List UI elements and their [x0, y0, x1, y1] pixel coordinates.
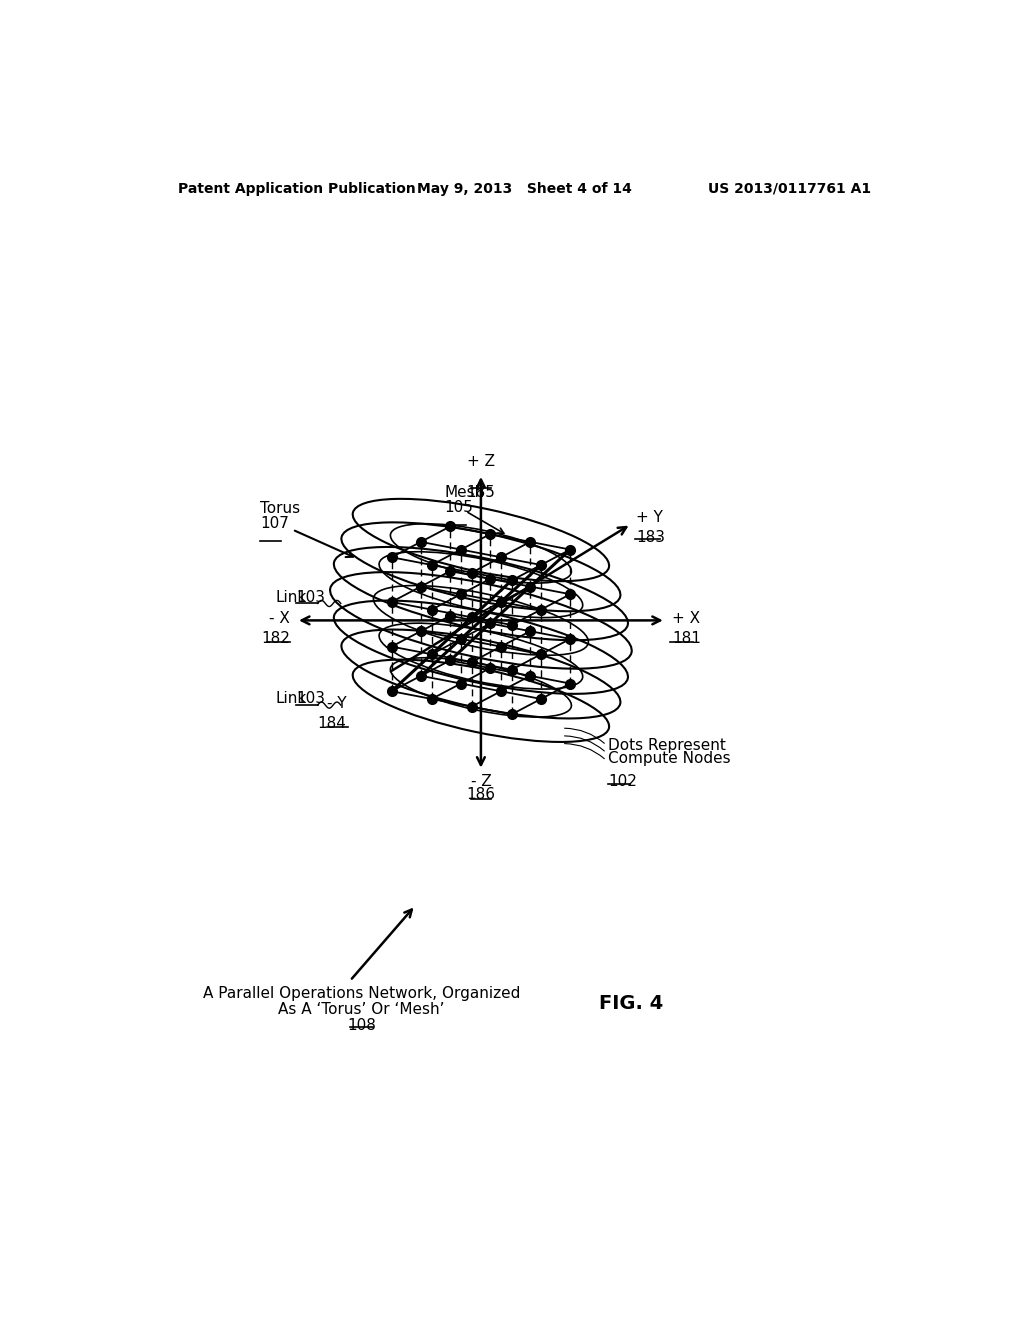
Text: Patent Application Publication: Patent Application Publication [178, 182, 416, 195]
Text: US 2013/0117761 A1: US 2013/0117761 A1 [709, 182, 871, 195]
Text: Link: Link [275, 692, 306, 706]
Text: - Z: - Z [471, 775, 492, 789]
Text: 103: 103 [296, 692, 325, 706]
Text: Mesh: Mesh [444, 486, 485, 500]
Text: 103: 103 [296, 590, 325, 605]
Text: 102: 102 [608, 775, 637, 789]
Text: + X: + X [672, 611, 700, 627]
Text: FIG. 4: FIG. 4 [599, 994, 664, 1012]
Text: 105: 105 [444, 500, 473, 515]
Text: Torus: Torus [260, 502, 300, 516]
Text: 183: 183 [637, 529, 666, 545]
Text: A Parallel Operations Network, Organized: A Parallel Operations Network, Organized [203, 986, 520, 1001]
Text: - Y: - Y [327, 696, 346, 711]
Text: - X: - X [269, 611, 290, 627]
Text: As A ‘Torus’ Or ‘Mesh’: As A ‘Torus’ Or ‘Mesh’ [279, 1002, 444, 1016]
Text: 107: 107 [260, 516, 289, 531]
Text: Compute Nodes: Compute Nodes [608, 751, 730, 767]
Text: May 9, 2013   Sheet 4 of 14: May 9, 2013 Sheet 4 of 14 [418, 182, 632, 195]
Text: 182: 182 [261, 631, 290, 647]
Text: Dots Represent: Dots Represent [608, 738, 726, 752]
Text: 186: 186 [466, 787, 496, 801]
Text: + Z: + Z [467, 454, 495, 470]
Text: 185: 185 [467, 484, 496, 500]
Text: 181: 181 [672, 631, 700, 647]
Text: + Y: + Y [637, 510, 664, 525]
Text: Link: Link [275, 590, 306, 605]
Text: 108: 108 [347, 1018, 376, 1032]
Text: 184: 184 [317, 715, 346, 731]
